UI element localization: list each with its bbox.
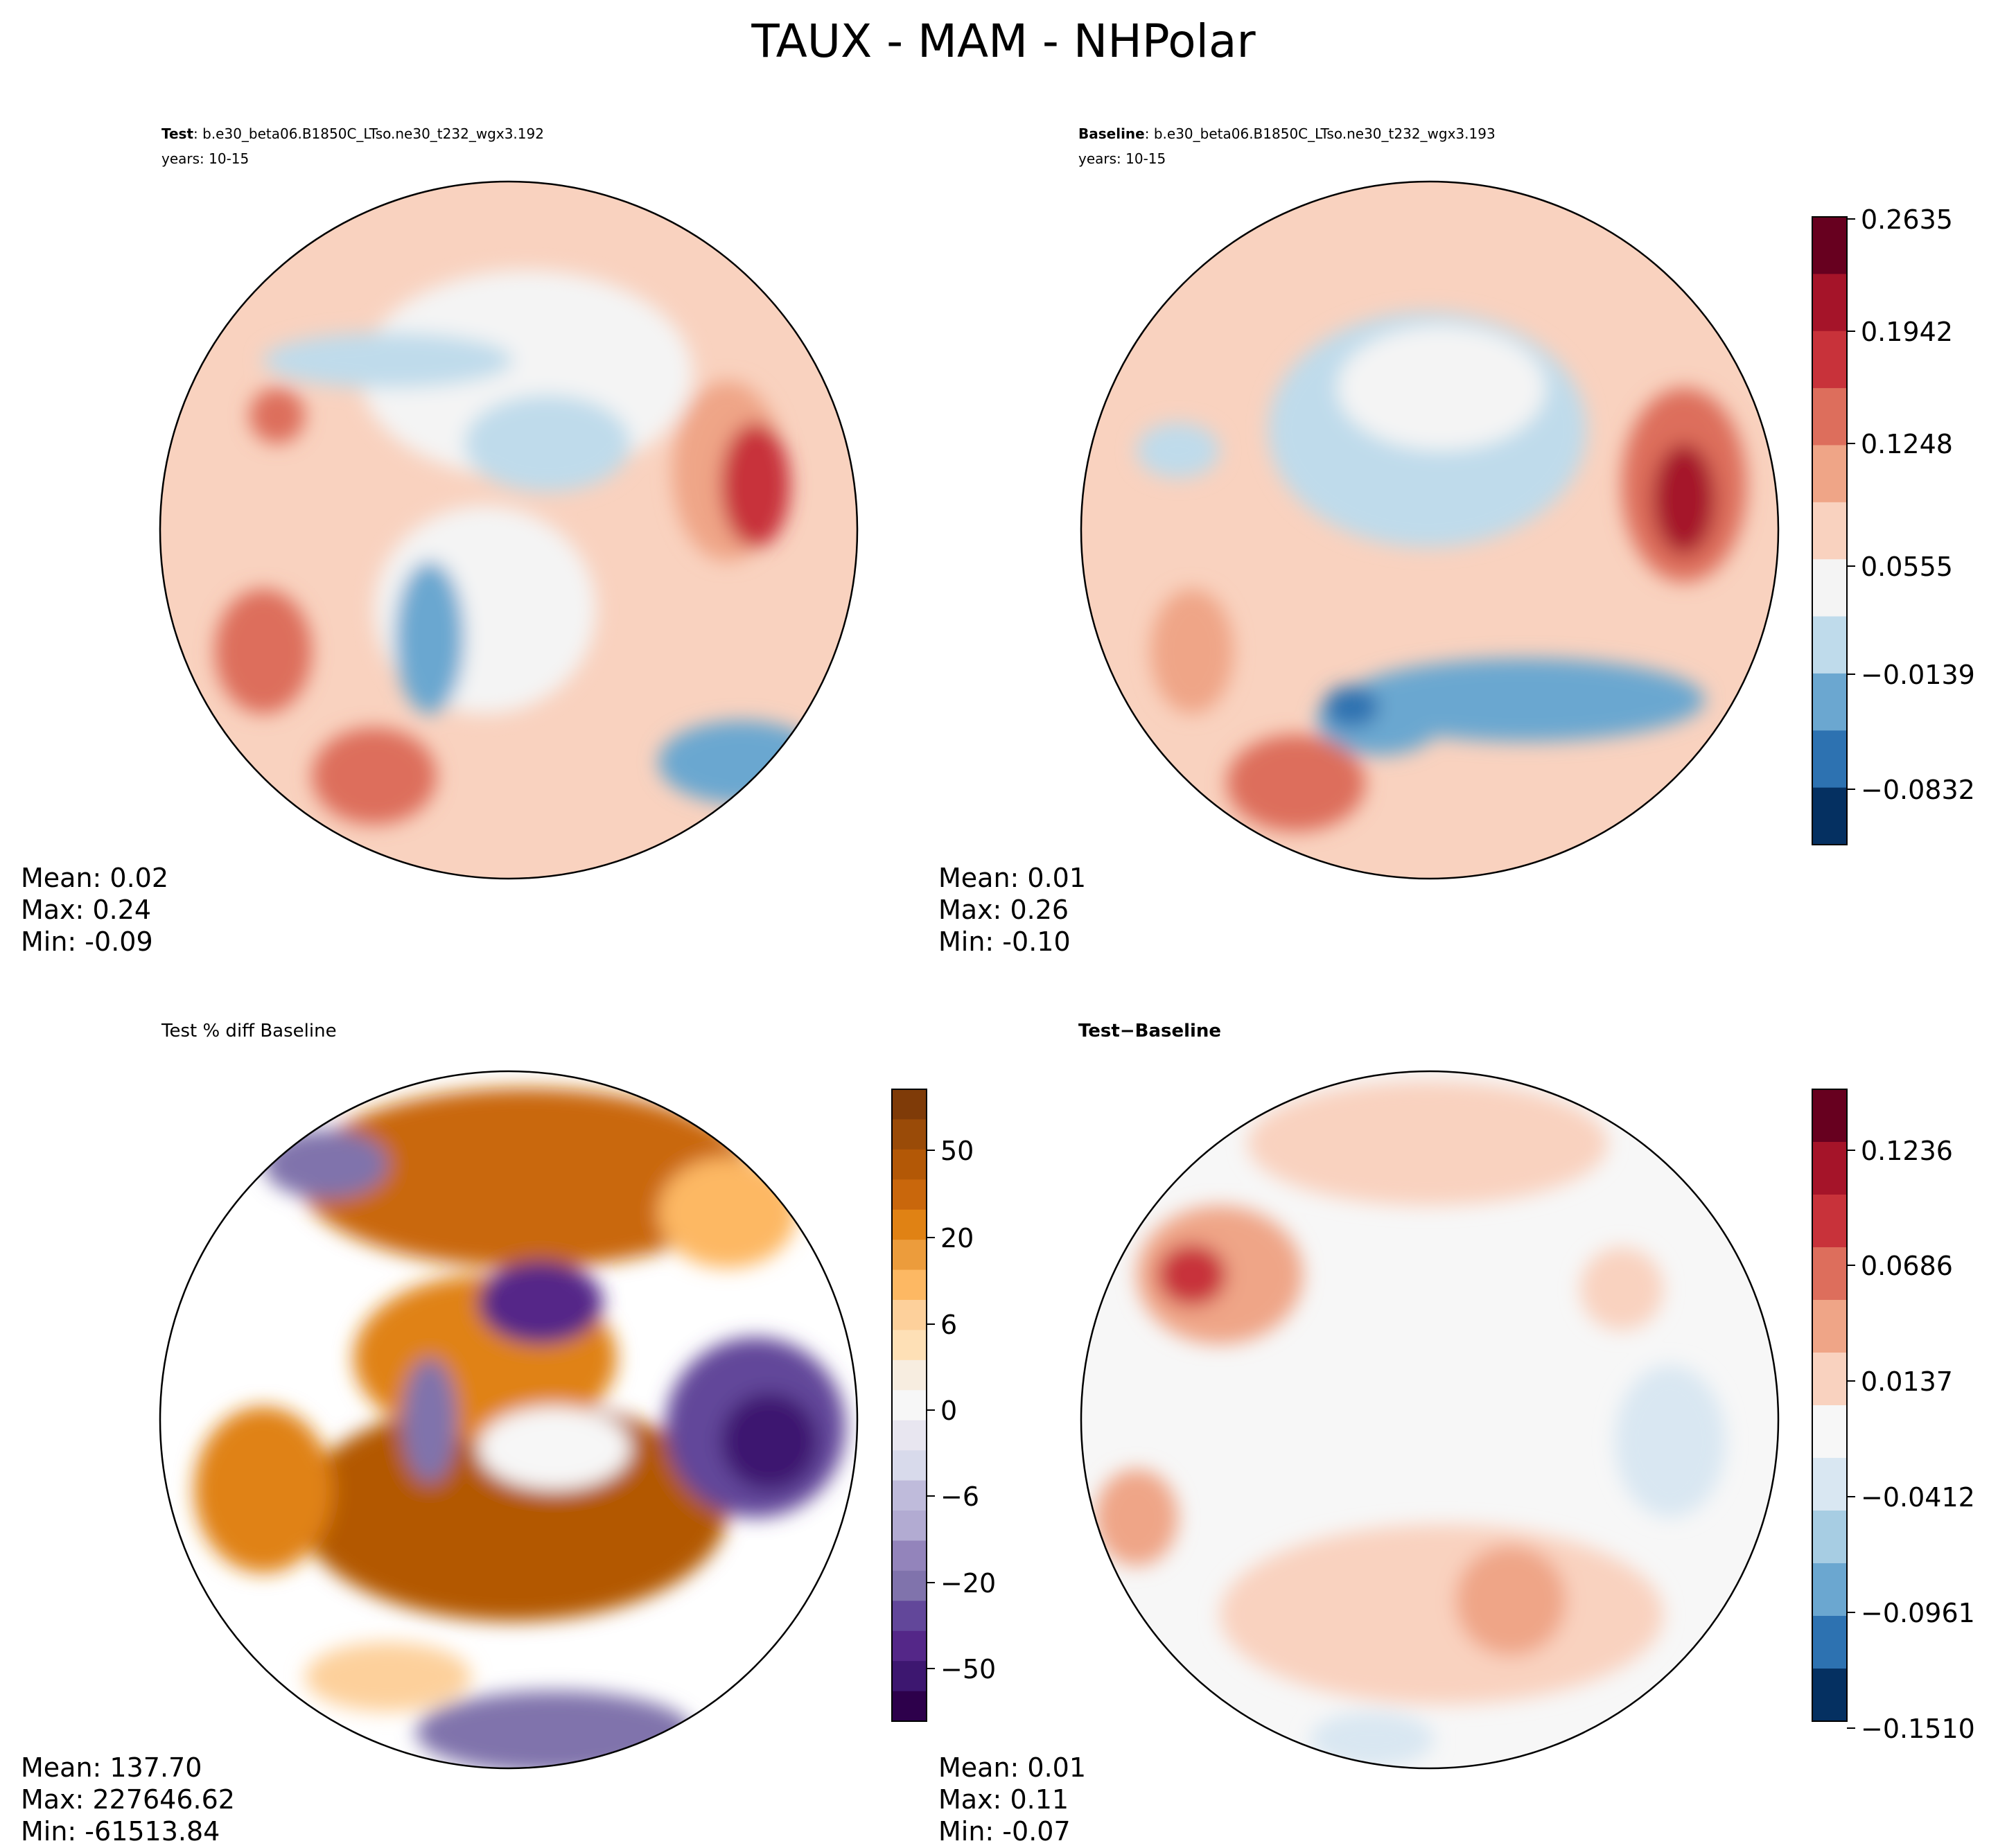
panel-test-max: Max: 0.24 [21,895,151,925]
colorbar-baseline-swatch [1812,445,1847,503]
figure-title: TAUX - MAM - NHPolar [751,15,1256,68]
colorbar-difference-swatch [1812,1300,1847,1353]
colorbar-pct-diff-swatch [892,1480,927,1511]
panel-pct-diff: Test % diff Baseline Mean: 137.70 [21,1021,996,1847]
panel-test-min: Min: -0.09 [21,926,153,957]
colorbar-difference-swatch [1812,1195,1847,1248]
colorbar-difference-swatch [1812,1247,1847,1301]
colorbar-pct-diff-swatch [892,1390,927,1421]
panel-test: Test: b.e30_beta06.B1850C_LTso.ne30_t232… [21,125,859,957]
colorbar-pct-diff-tick-label: −6 [940,1481,979,1512]
colorbar-pct-diff-swatch [892,1661,927,1692]
colorbar-difference-tick-label: −0.1510 [1861,1714,1975,1744]
panel-test-mean: Mean: 0.02 [21,863,168,893]
colorbar-pct-diff-swatch [892,1511,927,1542]
colorbar-difference-swatch [1812,1142,1847,1195]
colorbar-pct-diff-swatch [892,1269,927,1301]
colorbar-baseline: 0.2635 0.1942 0.1248 0.0555 −0.0139 −0.0832 [1812,204,1975,845]
colorbar-pct-diff-swatch [892,1179,927,1211]
colorbar-pct-diff-swatch [892,1149,927,1180]
colorbar-baseline-tick-label: 0.1942 [1861,317,1953,347]
colorbar-difference: 0.1236 0.0686 0.0137 −0.0412 −0.0961 −0.1510 [1812,1089,1975,1744]
colorbar-difference-swatch [1812,1458,1847,1511]
panel-difference-map [1081,1071,1778,1768]
colorbar-baseline-swatch [1812,787,1847,845]
panel-baseline: Baseline: b.e30_beta06.B1850C_LTso.ne30_… [938,125,1975,957]
colorbar-pct-diff-tick-label: 0 [940,1396,957,1426]
colorbar-difference-tick-label: 0.0137 [1861,1366,1953,1397]
colorbar-pct-diff-swatch [892,1691,927,1722]
panel-baseline-min: Min: -0.10 [938,926,1071,957]
panel-difference-mean: Mean: 0.01 [938,1752,1086,1783]
colorbar-baseline-tick-label: 0.1248 [1861,429,1953,459]
colorbar-pct-diff-swatch [892,1630,927,1662]
panel-baseline-subtitle: years: 10-15 [1078,150,1166,167]
panel-pct-diff-min: Min: -61513.84 [21,1816,220,1847]
colorbar-pct-diff-swatch [892,1420,927,1451]
panel-difference-min: Min: -0.07 [938,1816,1071,1847]
colorbar-difference-swatch [1812,1405,1847,1459]
colorbar-difference-swatch [1812,1511,1847,1564]
colorbar-baseline-swatch [1812,673,1847,731]
panel-test-title: Test: b.e30_beta06.B1850C_LTso.ne30_t232… [161,125,544,142]
panel-difference-max: Max: 0.11 [938,1784,1069,1815]
colorbar-baseline-swatch [1812,274,1847,332]
colorbar-pct-diff-tick-label: −50 [940,1654,996,1684]
colorbar-pct-diff-tick-label: 6 [940,1310,957,1340]
colorbar-pct-diff-swatch [892,1359,927,1391]
colorbar-difference-swatch [1812,1563,1847,1617]
colorbar-baseline-tick-label: 0.2635 [1861,204,1953,235]
colorbar-pct-diff-frame [891,1089,927,1722]
colorbar-pct-diff-swatch [892,1300,927,1331]
panel-difference: Test−Baseline Mean: 0.01 Max: 0.11 Min: … [938,1021,1975,1847]
panel-baseline-title: Baseline: b.e30_beta06.B1850C_LTso.ne30_… [1078,125,1496,142]
colorbar-baseline-swatch [1812,331,1847,389]
colorbar-baseline-tick-label: 0.0555 [1861,552,1953,582]
panel-test-subtitle: years: 10-15 [161,150,249,167]
colorbar-pct-diff-swatch [892,1119,927,1150]
colorbar-difference-swatch [1812,1089,1847,1143]
colorbar-pct-diff-swatch [892,1330,927,1361]
colorbar-pct-diff-swatch [892,1209,927,1240]
panel-baseline-map [1081,182,1778,879]
panel-pct-diff-map [160,1071,857,1768]
colorbar-baseline-swatch [1812,388,1847,446]
panel-pct-diff-max: Max: 227646.62 [21,1784,235,1815]
colorbar-difference-swatch [1812,1669,1847,1722]
colorbar-pct-diff-swatch [892,1089,927,1120]
colorbar-pct-diff-swatch [892,1570,927,1601]
colorbar-baseline-swatch [1812,616,1847,674]
colorbar-pct-diff-swatch [892,1240,927,1271]
colorbar-difference-tick-label: −0.0961 [1861,1598,1975,1628]
colorbar-pct-diff-tick-label: −20 [940,1568,996,1599]
panel-baseline-mean: Mean: 0.01 [938,863,1086,893]
colorbar-difference-tick-label: 0.1236 [1861,1136,1953,1166]
panel-baseline-max: Max: 0.26 [938,895,1069,925]
colorbar-difference-frame [1812,1089,1848,1722]
colorbar-pct-diff-tick-label: 20 [940,1223,974,1253]
colorbar-baseline-tick-label: −0.0832 [1861,775,1975,805]
colorbar-pct-diff-swatch [892,1450,927,1481]
colorbar-pct-diff: 50 20 6 0 −6 −20 −50 [891,1089,996,1722]
panel-pct-diff-title: Test % diff Baseline [161,1021,337,1041]
colorbar-baseline-swatch [1812,730,1847,789]
colorbar-baseline-frame [1812,216,1848,845]
colorbar-baseline-swatch [1812,502,1847,560]
colorbar-difference-swatch [1812,1353,1847,1406]
panel-difference-title: Test−Baseline [1078,1021,1221,1041]
colorbar-pct-diff-tick-label: 50 [940,1136,974,1166]
colorbar-baseline-swatch [1812,559,1847,617]
colorbar-baseline-tick-label: −0.0139 [1861,660,1975,690]
colorbar-pct-diff-swatch [892,1601,927,1632]
colorbar-difference-tick-label: −0.0412 [1861,1482,1975,1513]
panel-test-map [160,182,857,879]
colorbar-difference-tick-label: 0.0686 [1861,1251,1953,1281]
panel-pct-diff-mean: Mean: 137.70 [21,1752,202,1783]
colorbar-baseline-swatch [1812,217,1847,274]
colorbar-difference-swatch [1812,1616,1847,1669]
colorbar-pct-diff-swatch [892,1540,927,1572]
